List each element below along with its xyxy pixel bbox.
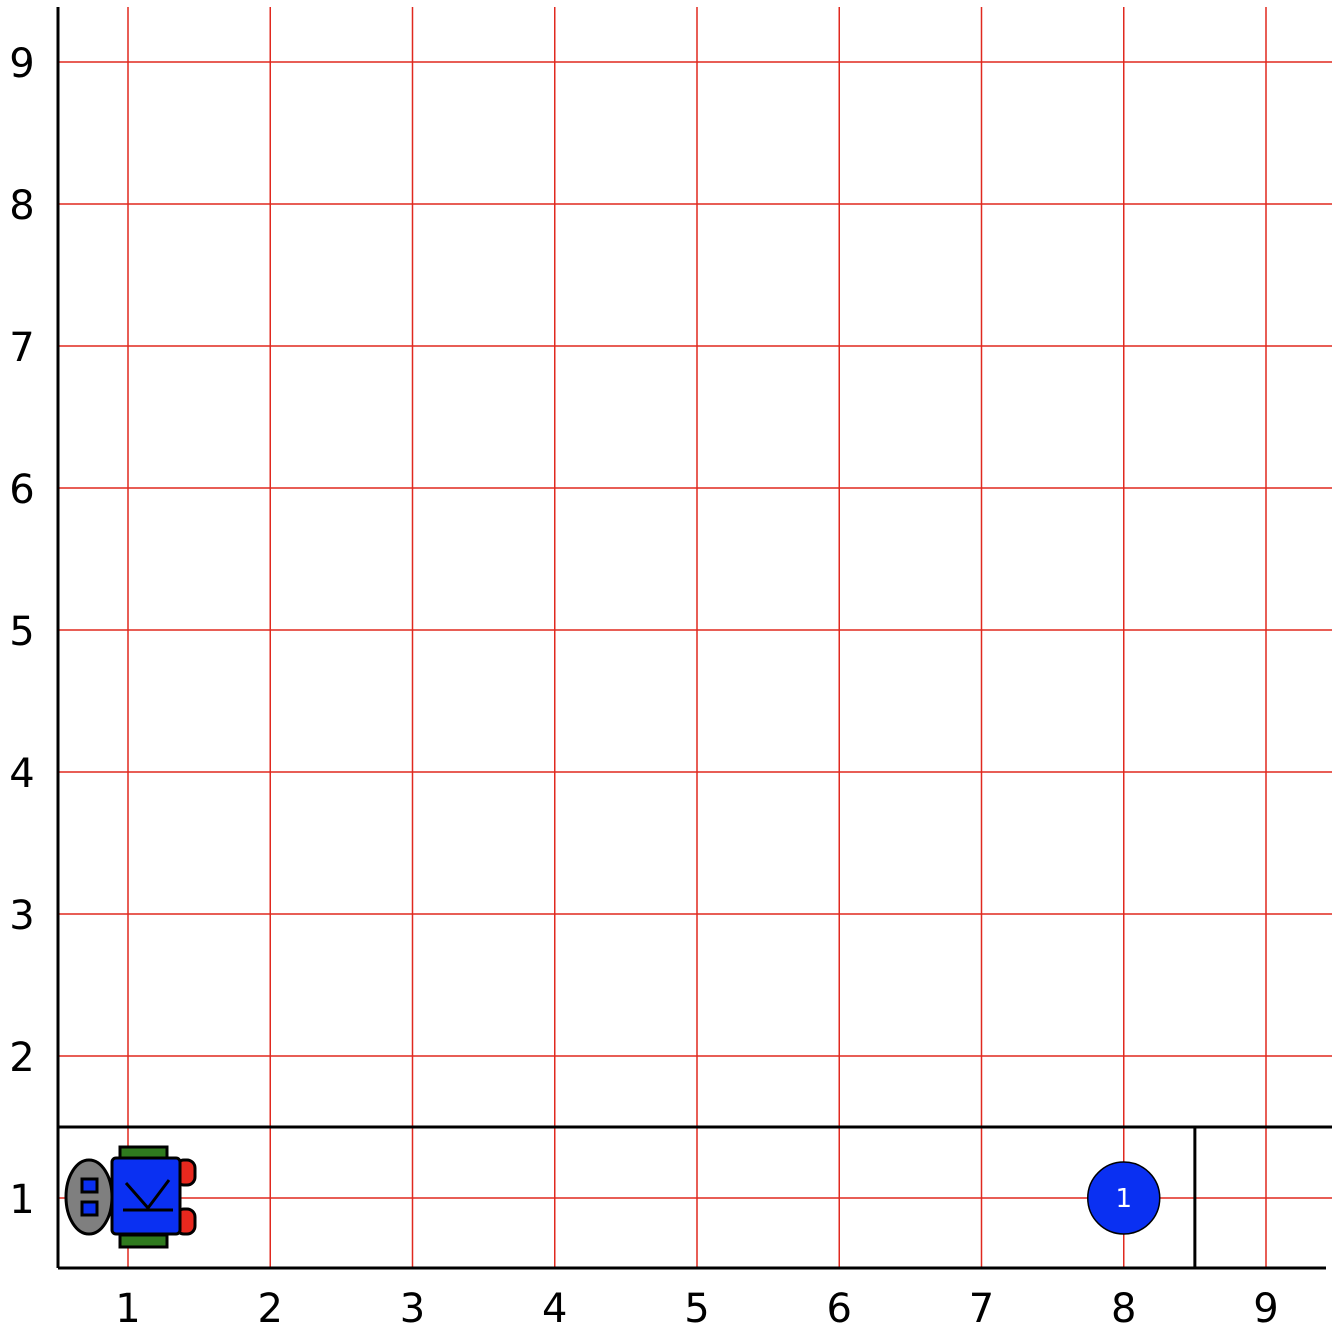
beeper: 1 bbox=[1087, 1161, 1161, 1235]
axis-labels: 1 2 3 4 5 6 7 8 9 1 2 3 4 5 6 7 8 9 bbox=[9, 41, 1278, 1332]
y-axis-label: 7 bbox=[9, 325, 34, 371]
x-axis-label: 3 bbox=[400, 1286, 425, 1332]
robot-wheel bbox=[118, 1233, 169, 1249]
y-axis-label: 9 bbox=[9, 41, 34, 87]
world-border bbox=[56, 7, 1326, 1270]
robot-eye bbox=[80, 1200, 99, 1217]
beeper-circle bbox=[1087, 1161, 1161, 1235]
x-axis-label: 8 bbox=[1111, 1286, 1136, 1332]
x-axis-label: 2 bbox=[258, 1286, 283, 1332]
y-axis-label: 8 bbox=[9, 183, 34, 229]
robot-eye bbox=[80, 1177, 99, 1194]
beeper-count: 1 bbox=[1115, 1184, 1132, 1214]
robot-emblem bbox=[123, 1179, 173, 1212]
y-axis-label: 6 bbox=[9, 467, 34, 513]
y-axis-label: 1 bbox=[9, 1177, 34, 1223]
y-axis-label: 5 bbox=[9, 609, 34, 655]
y-axis-label: 2 bbox=[9, 1035, 34, 1081]
robot bbox=[64, 1145, 197, 1249]
y-axis-label: 3 bbox=[9, 893, 34, 939]
x-axis-label: 7 bbox=[969, 1286, 994, 1332]
x-axis-label: 1 bbox=[115, 1286, 140, 1332]
x-axis-label: 5 bbox=[684, 1286, 709, 1332]
y-axis-label: 4 bbox=[9, 751, 34, 797]
x-axis-label: 4 bbox=[542, 1286, 567, 1332]
beepers: 1 bbox=[1087, 1161, 1161, 1235]
street-grid bbox=[58, 7, 1332, 1268]
walls bbox=[58, 1125, 1332, 1268]
x-axis-label: 9 bbox=[1253, 1286, 1278, 1332]
robot-head bbox=[64, 1158, 114, 1236]
robot-body bbox=[110, 1156, 182, 1236]
x-axis-label: 6 bbox=[827, 1286, 852, 1332]
